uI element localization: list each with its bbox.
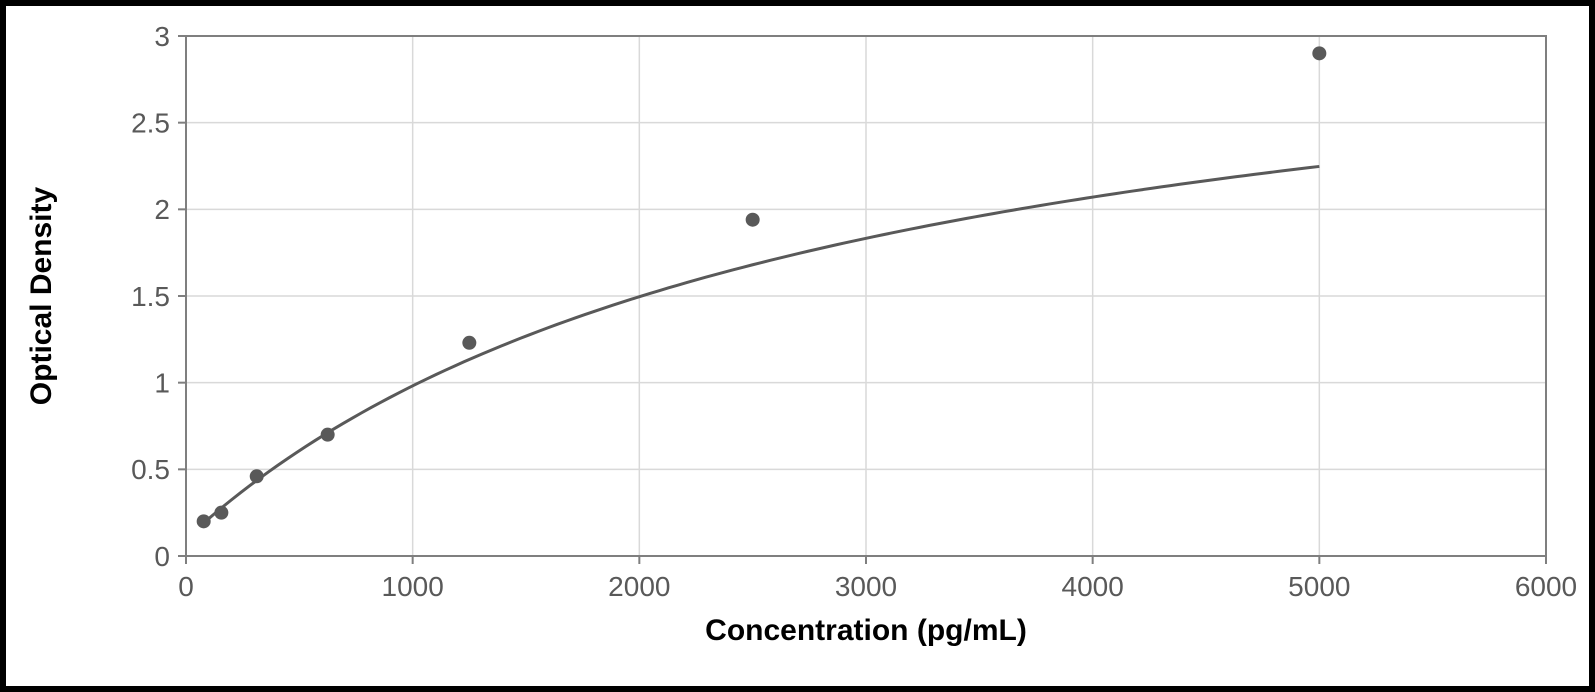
y-tick-label: 3 (154, 21, 170, 52)
y-tick-label: 0.5 (131, 454, 170, 485)
x-tick-label: 5000 (1288, 571, 1350, 602)
data-point (321, 428, 335, 442)
data-point (462, 336, 476, 350)
data-point (1312, 46, 1326, 60)
x-tick-label: 4000 (1062, 571, 1124, 602)
chart-container: 0 1000 2000 3000 4000 5000 6000 0 0.5 1 1.5 2 2.5 3 Co… (6, 6, 1589, 686)
x-axis-label: Concentration (pg/mL) (705, 614, 1027, 647)
data-point (746, 213, 760, 227)
y-axis-label: Optical Density (25, 186, 58, 405)
x-tick-label: 0 (178, 571, 194, 602)
x-tick-label: 1000 (382, 571, 444, 602)
x-tick-label: 6000 (1515, 571, 1577, 602)
x-tick-label: 3000 (835, 571, 897, 602)
chart-svg: 0 1000 2000 3000 4000 5000 6000 0 0.5 1 1.5 2 2.5 3 Co… (6, 6, 1589, 686)
y-tick-label: 0 (154, 541, 170, 572)
y-tick-label: 1.5 (131, 281, 170, 312)
data-point (214, 506, 228, 520)
chart-frame: 0 1000 2000 3000 4000 5000 6000 0 0.5 1 1.5 2 2.5 3 Co… (0, 0, 1595, 692)
y-tick-label: 2 (154, 194, 170, 225)
y-tick-label: 2.5 (131, 107, 170, 138)
data-point (197, 514, 211, 528)
y-tick-label: 1 (154, 367, 170, 398)
x-tick-label: 2000 (608, 571, 670, 602)
data-point (250, 469, 264, 483)
